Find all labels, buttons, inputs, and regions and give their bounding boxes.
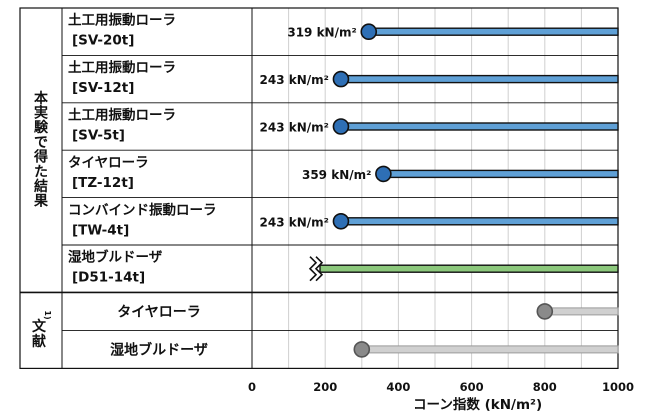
value-label: 243 kN/m² bbox=[260, 215, 329, 229]
group-label-char: 献 bbox=[32, 333, 46, 350]
group-label-char: 文 bbox=[32, 318, 47, 335]
row-label-spec: [TZ-12t] bbox=[72, 175, 134, 191]
group-label-literature: 文献 bbox=[32, 318, 47, 350]
bar bbox=[382, 169, 619, 179]
axis-break-mark bbox=[308, 256, 318, 282]
value-marker bbox=[536, 303, 554, 320]
row-label-name: タイヤローラ bbox=[117, 304, 201, 320]
group-label-char: 実 bbox=[34, 104, 48, 121]
row-label-spec: [SV-20t] bbox=[72, 33, 134, 49]
x-tick-label: 1000 bbox=[602, 380, 634, 394]
row-label-name: 湿地ブルドーザ bbox=[110, 341, 208, 358]
bar bbox=[340, 217, 619, 226]
axis-break-mark bbox=[314, 256, 324, 282]
group-label-char: 本 bbox=[34, 90, 49, 107]
x-tick-label: 200 bbox=[313, 380, 337, 394]
bar bbox=[340, 122, 619, 131]
group-label-char: 結 bbox=[34, 178, 48, 195]
bars-layer: 319 kN/m² 243 kN/m² 243 kN/m² 359 kN/m² 243 … bbox=[260, 23, 619, 358]
group-label-char: 果 bbox=[33, 194, 49, 210]
frame-layer bbox=[19, 7, 619, 369]
value-label: 243 kN/m² bbox=[260, 73, 329, 87]
value-label: 319 kN/m² bbox=[287, 26, 356, 40]
bar bbox=[544, 307, 619, 316]
bar bbox=[361, 345, 619, 354]
group-label-superscript: 1) bbox=[43, 310, 52, 319]
row-label-name: 湿地ブルドーザ bbox=[68, 249, 163, 266]
bar bbox=[368, 27, 619, 36]
value-label: 243 kN/m² bbox=[260, 121, 329, 135]
bar bbox=[319, 264, 619, 273]
x-axis: 0 200 400 600 800 1000 コーン指数 (kN/m²) bbox=[248, 380, 634, 413]
row-label-spec: [TW-4t] bbox=[72, 222, 129, 238]
value-marker bbox=[332, 213, 350, 230]
row-label-spec: [D51-14t] bbox=[72, 270, 145, 286]
chart-frame bbox=[19, 7, 619, 369]
group-label-char: た bbox=[34, 164, 48, 180]
x-tick-label: 400 bbox=[386, 380, 410, 394]
value-marker bbox=[332, 118, 350, 135]
row-label-name: 土工用振動ローラ bbox=[68, 59, 176, 76]
row-label-name: 土工用振動ローラ bbox=[68, 12, 176, 29]
row-label-name: 土工用振動ローラ bbox=[68, 107, 176, 124]
value-marker bbox=[353, 341, 371, 358]
row-label-spec: [SV-12t] bbox=[72, 80, 134, 96]
value-label: 359 kN/m² bbox=[302, 168, 371, 182]
value-marker bbox=[375, 165, 392, 183]
value-marker bbox=[360, 23, 378, 41]
x-tick-label: 600 bbox=[460, 380, 484, 394]
group-label-char: で bbox=[34, 135, 48, 151]
row-labels: 本実験で得た結果文献1)土工用振動ローラ[SV-20t]土工用振動ローラ[SV-… bbox=[32, 12, 217, 359]
x-tick-label: 800 bbox=[533, 380, 557, 394]
bar bbox=[340, 74, 619, 84]
row-label-spec: [SV-5t] bbox=[72, 128, 125, 144]
row-label-name: コンバインド振動ローラ bbox=[68, 201, 217, 218]
x-axis-title: コーン指数 (kN/m²) bbox=[413, 396, 542, 413]
group-label-char: 験 bbox=[34, 119, 49, 136]
value-marker bbox=[332, 70, 350, 88]
x-tick-label: 0 bbox=[248, 380, 256, 394]
group-label-char: 得 bbox=[33, 149, 48, 166]
row-label-name: タイヤローラ bbox=[68, 155, 149, 171]
grid-layer bbox=[288, 8, 582, 369]
